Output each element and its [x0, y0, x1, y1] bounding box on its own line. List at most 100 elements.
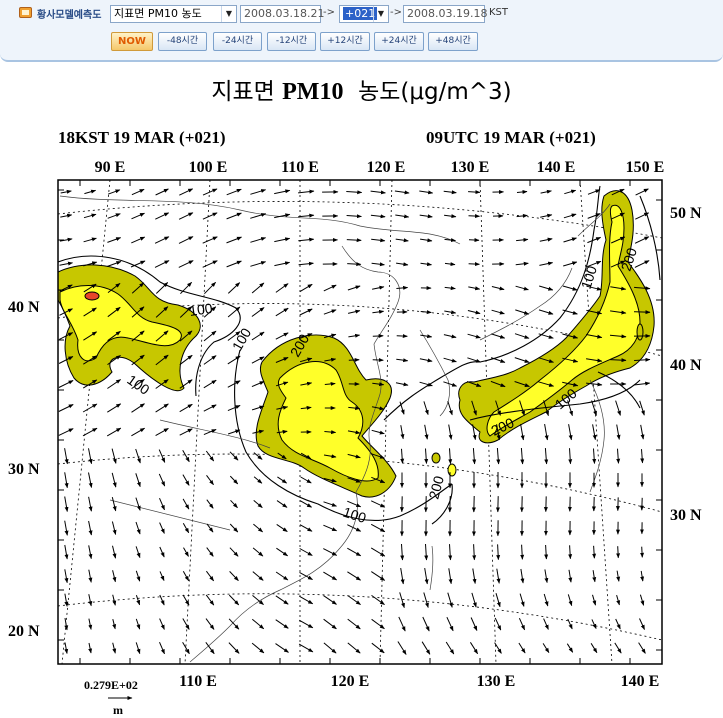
wind-vector — [472, 448, 477, 465]
wind-vector — [424, 448, 429, 464]
chevron-down-icon[interactable]: ▼ — [373, 6, 388, 22]
wind-vector — [64, 569, 69, 584]
wind-vector — [131, 306, 145, 318]
wind-vector — [227, 306, 241, 318]
wind-vector — [516, 213, 528, 218]
wind-vector — [444, 238, 456, 243]
wind-vector — [520, 544, 525, 560]
wind-vector — [300, 452, 312, 460]
wind-vector — [592, 594, 597, 606]
wind-vector — [586, 358, 603, 363]
lon-label: 140 E — [621, 673, 660, 690]
wind-vector — [543, 618, 549, 630]
wind-vector — [420, 262, 432, 267]
wind-vector — [562, 285, 578, 291]
wind-vector — [230, 499, 238, 509]
wind-vector — [610, 260, 626, 268]
wind-vector — [205, 570, 215, 582]
wind-vector — [107, 283, 121, 293]
wind-vector — [179, 306, 193, 318]
wind-vector — [277, 476, 288, 484]
wind-vector — [106, 261, 122, 267]
wind-vector — [634, 381, 651, 386]
wind-vector — [227, 355, 241, 365]
wind-vector — [468, 286, 481, 291]
wind-vector — [130, 260, 146, 268]
wind-vector — [371, 618, 385, 630]
wind-vector — [275, 643, 289, 653]
wind-vector — [396, 334, 408, 339]
wind-vector — [398, 616, 406, 632]
wind-vector — [83, 237, 97, 243]
wind-vector — [538, 357, 554, 363]
wind-vector — [206, 523, 214, 533]
wind-vector — [562, 309, 578, 315]
wind-vector — [298, 619, 314, 629]
wind-vector — [639, 400, 645, 416]
wind-vector — [299, 548, 313, 556]
now-button[interactable]: NOW — [111, 32, 153, 51]
wind-vector — [519, 400, 525, 416]
wind-vector — [159, 522, 165, 534]
wind-vector — [204, 281, 216, 295]
wind-vector — [424, 543, 429, 561]
wind-vector — [587, 236, 602, 244]
wind-vector — [586, 334, 603, 339]
minus-24h-button[interactable]: -24시간 — [213, 32, 262, 51]
wind-vector — [370, 547, 386, 557]
minus-48h-button[interactable]: -48시간 — [158, 32, 207, 51]
wind-vector — [253, 476, 263, 484]
minus-12h-button[interactable]: -12시간 — [267, 32, 316, 51]
wind-vector — [515, 285, 529, 291]
wind-vector — [592, 424, 597, 441]
wind-vector — [496, 568, 501, 584]
wind-vector — [371, 262, 385, 267]
wind-vector — [616, 546, 621, 559]
wind-vector — [276, 523, 288, 533]
wind-vector — [155, 403, 169, 413]
wind-vector — [251, 356, 265, 364]
plus-48h-button[interactable]: +48시간 — [428, 32, 478, 51]
wind-vector — [640, 449, 645, 464]
chevron-down-icon[interactable]: ▼ — [221, 6, 236, 22]
wind-vector — [227, 331, 241, 341]
wind-vector — [226, 188, 242, 196]
wind-vector — [88, 448, 93, 465]
wind-vector — [300, 405, 312, 410]
wind-vector — [107, 213, 121, 219]
wind-vector — [159, 594, 165, 606]
wind-vector — [424, 568, 429, 585]
wind-vector — [633, 310, 651, 315]
wind-vector — [64, 472, 69, 489]
wind-vector — [251, 642, 265, 654]
wind-vector — [131, 330, 145, 342]
forecast-hour-select[interactable]: +021 ▼ — [339, 5, 389, 23]
wind-vector — [206, 547, 214, 557]
plus-12h-button[interactable]: +12시간 — [320, 32, 370, 51]
contour-label: 200 — [425, 474, 447, 501]
variable-select[interactable]: 지표면 PM10 농도 ▼ — [110, 5, 237, 23]
wind-vector — [544, 424, 549, 441]
wind-vector — [372, 309, 385, 314]
wind-vector — [370, 214, 386, 219]
wind-vector — [347, 285, 361, 291]
wind-vector — [567, 618, 573, 630]
wind-vector — [253, 523, 263, 533]
plus-24h-button[interactable]: +24시간 — [374, 32, 424, 51]
wind-vector — [202, 236, 218, 244]
wind-vector — [274, 261, 291, 267]
wind-vector — [182, 571, 190, 582]
wind-vector — [228, 594, 240, 606]
wind-vector — [640, 424, 645, 440]
valid-date-value: 2008.03.19.18 — [407, 7, 488, 20]
wind-vector — [58, 428, 74, 436]
wind-vector — [520, 424, 525, 441]
wind-vector — [590, 643, 598, 654]
wind-vector — [229, 523, 239, 533]
wind-vector — [467, 357, 482, 363]
forecast-hour-value: +021 — [343, 7, 378, 20]
control-toolbar: 황사모델예측도 지표면 PM10 농도 ▼ 2008.03.18.21 -> +… — [0, 0, 723, 62]
wind-vector — [112, 545, 117, 559]
wind-vector — [634, 236, 650, 244]
timezone-label: KST — [489, 7, 509, 18]
